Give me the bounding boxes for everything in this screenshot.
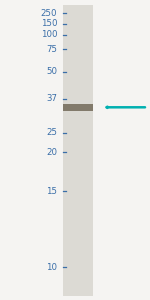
Text: 37: 37 — [46, 94, 57, 103]
Bar — [63, 5, 93, 296]
Text: 20: 20 — [46, 148, 57, 157]
Bar — [63, 104, 93, 111]
Text: 150: 150 — [41, 20, 57, 28]
Text: 15: 15 — [46, 187, 57, 196]
Text: 50: 50 — [46, 67, 57, 76]
Text: 100: 100 — [41, 30, 57, 39]
Text: 250: 250 — [41, 9, 57, 18]
Text: 75: 75 — [46, 45, 57, 54]
Text: 25: 25 — [46, 128, 57, 137]
Text: 10: 10 — [46, 262, 57, 272]
